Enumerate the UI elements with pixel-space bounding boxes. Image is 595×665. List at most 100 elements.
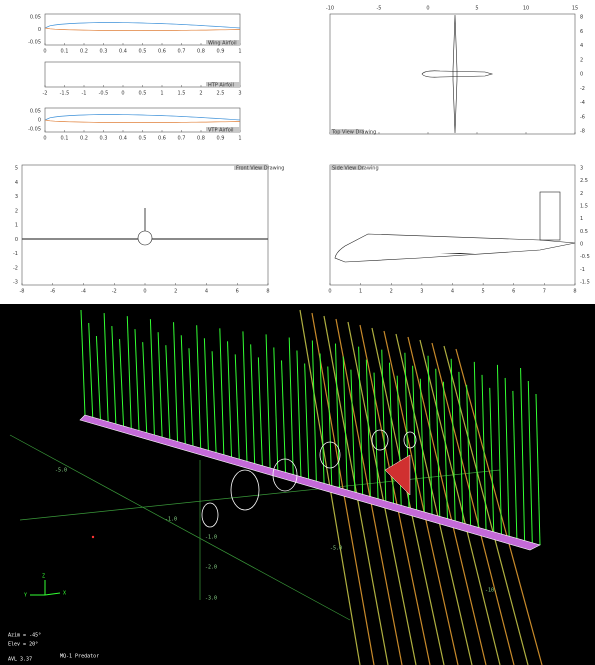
x-tick-label: 0 — [426, 6, 429, 12]
x-tick-label: 0.4 — [119, 49, 127, 55]
panel-label: Top View Drawing — [331, 129, 376, 135]
y-tick-label: 0.05 — [30, 15, 41, 21]
y-tick-label: 2 — [580, 57, 583, 63]
marker — [92, 536, 94, 538]
x-tick-label: -0.5 — [99, 91, 109, 97]
y-tick-label: -6 — [580, 114, 585, 120]
x-tick-label: 4 — [205, 289, 208, 295]
x-tick-label: 0.7 — [178, 49, 186, 55]
scene-label: -5.0 — [330, 546, 342, 552]
y-tick-label: 3 — [580, 166, 583, 172]
scene-label: -5.0 — [55, 468, 67, 474]
x-tick-label: 1 — [238, 49, 241, 55]
x-tick-label: 0.2 — [80, 136, 88, 142]
x-tick-label: 0 — [328, 289, 331, 295]
panel-label: Side View Drawing — [332, 165, 379, 171]
y-tick-label: 0 — [38, 118, 41, 124]
scene-label: -10. — [485, 588, 497, 594]
model-title: MQ-1 Predator — [60, 654, 99, 660]
version: AVL 3.37 — [8, 657, 32, 663]
x-tick-label: 0.9 — [217, 49, 225, 55]
x-tick-label: 5 — [482, 289, 485, 295]
x-tick-label: 0 — [143, 289, 146, 295]
x-tick-label: -1 — [82, 91, 87, 97]
screenshot: -5.0-1.0-1.0-2.0-3.0-5.0-10.ZYXAzim = -4… — [0, 0, 595, 665]
x-tick-label: 1.5 — [178, 91, 186, 97]
x-tick-label: 8 — [266, 289, 269, 295]
x-tick-label: 3 — [420, 289, 423, 295]
y-tick-label: -2 — [13, 265, 18, 271]
x-tick-label: 2.5 — [217, 91, 225, 97]
axis-label: X — [63, 591, 66, 597]
y-tick-label: 1 — [15, 223, 18, 229]
x-tick-label: 10 — [523, 6, 529, 12]
x-tick-label: 0 — [43, 49, 46, 55]
y-tick-label: -4 — [580, 100, 585, 106]
x-tick-label: 0.6 — [158, 49, 166, 55]
x-tick-label: -2 — [112, 289, 117, 295]
x-tick-label: -6 — [50, 289, 55, 295]
y-tick-label: 5 — [15, 166, 18, 172]
x-tick-label: 1 — [160, 91, 163, 97]
x-tick-label: 0.5 — [139, 91, 147, 97]
y-tick-label: 0 — [15, 237, 18, 243]
x-tick-label: -1.5 — [60, 91, 70, 97]
x-tick-label: 0.2 — [80, 49, 88, 55]
axis-label: Z — [42, 574, 45, 580]
x-tick-label: 6 — [236, 289, 239, 295]
y-tick-label: 6 — [580, 29, 583, 35]
x-tick-label: 8 — [573, 289, 576, 295]
y-tick-label: -0.05 — [28, 127, 41, 133]
panel-label: Front View Drawing — [236, 165, 284, 171]
x-tick-label: 4 — [451, 289, 454, 295]
y-tick-label: 2 — [15, 208, 18, 214]
y-tick-label: -1.5 — [580, 280, 590, 286]
x-tick-label: 0.7 — [178, 136, 186, 142]
panel-label: VTP Airfoil — [208, 127, 234, 133]
x-tick-label: 3 — [238, 91, 241, 97]
y-tick-label: 8 — [580, 15, 583, 21]
y-tick-label: -2 — [580, 86, 585, 92]
x-tick-label: 0.5 — [139, 49, 147, 55]
axis-label: Y — [24, 593, 27, 599]
x-tick-label: -4 — [81, 289, 86, 295]
scene-label: -3.0 — [205, 596, 217, 602]
plot-frame — [330, 165, 575, 285]
y-tick-label: -1 — [580, 267, 585, 273]
y-tick-label: -0.5 — [580, 254, 590, 260]
x-tick-label: -2 — [43, 91, 48, 97]
azimuth: Azim = -45° — [8, 633, 41, 639]
plot-frame — [330, 14, 575, 134]
scene-label: -2.0 — [205, 565, 217, 571]
y-tick-label: 4 — [15, 180, 18, 186]
y-tick-label: 3 — [15, 194, 18, 200]
y-tick-label: 2 — [580, 191, 583, 197]
y-tick-label: 1 — [580, 216, 583, 222]
y-tick-label: -0.05 — [28, 40, 41, 46]
x-tick-label: -8 — [20, 289, 25, 295]
y-tick-label: 0.5 — [580, 229, 588, 235]
x-tick-label: 0.4 — [119, 136, 127, 142]
x-tick-label: -5 — [377, 6, 382, 12]
x-tick-label: 0 — [121, 91, 124, 97]
y-tick-label: 0 — [580, 72, 583, 78]
scene-label: -1.0 — [165, 517, 177, 523]
y-tick-label: 0 — [38, 27, 41, 33]
fuselage-front — [138, 231, 152, 245]
x-tick-label: 0.3 — [100, 49, 108, 55]
x-tick-label: 5 — [475, 6, 478, 12]
x-tick-label: 0.6 — [158, 136, 166, 142]
x-tick-label: 0.1 — [61, 49, 69, 55]
x-tick-label: 2 — [199, 91, 202, 97]
x-tick-label: 2 — [390, 289, 393, 295]
x-tick-label: 15 — [572, 6, 578, 12]
x-tick-label: 0.8 — [197, 136, 205, 142]
y-tick-label: -8 — [580, 129, 585, 135]
y-tick-label: 1.5 — [580, 204, 588, 210]
x-tick-label: 1 — [238, 136, 241, 142]
panel-label: Wing Airfoil — [208, 40, 237, 46]
x-tick-label: 0.9 — [217, 136, 225, 142]
y-tick-label: 0.05 — [30, 109, 41, 115]
x-tick-label: 7 — [543, 289, 546, 295]
x-tick-label: 6 — [512, 289, 515, 295]
